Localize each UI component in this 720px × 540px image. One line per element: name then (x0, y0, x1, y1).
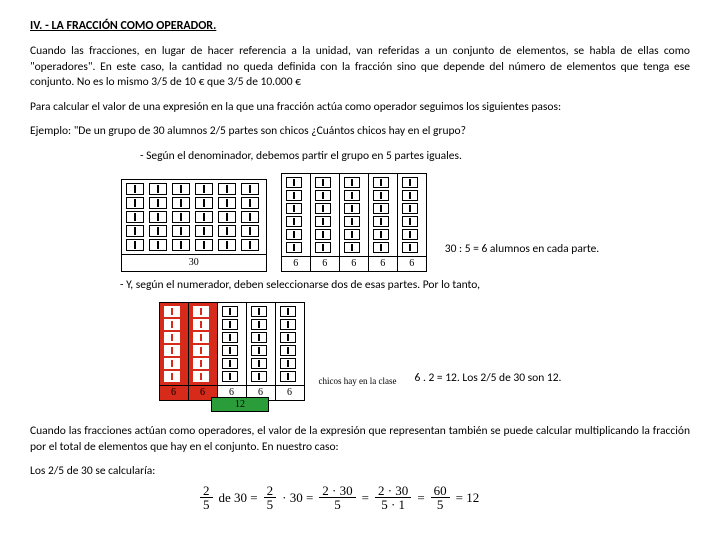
caption-12: 12 (211, 397, 269, 413)
diagram-split: 30 6 6 6 6 6 30 : 5 = 6 alumnos en cada … (30, 173, 690, 272)
note-product: 6 . 2 = 12. Los 2/5 de 30 son 12. (415, 371, 562, 401)
group-5-selected: 6 6 6 6 6 (159, 302, 305, 401)
step-2: - Y, según el numerador, deben seleccion… (120, 278, 690, 294)
caption-30: 30 (122, 254, 266, 271)
fraction-equation: 25 de 30 = 25 · 30 = 2 · 305 = 2 · 305 ·… (200, 484, 690, 511)
group-5-boxes: 6 6 6 6 6 (281, 173, 427, 272)
paragraph-formula: Cuando las fracciones actúan como operad… (30, 424, 690, 455)
paragraph-intro: Cuando las fracciones, en lugar de hacer… (30, 44, 690, 91)
paragraph-calc: Los 2/5 de 30 se calcularía: (30, 464, 155, 480)
note-division: 30 : 5 = 6 alumnos en cada parte. (445, 242, 599, 272)
section-title: IV. - LA FRACCIÓN COMO OPERADOR. (30, 18, 690, 34)
chicos-label: chicos hay en la clase (319, 375, 397, 401)
group-30-box: 30 (121, 179, 267, 272)
step-1: - Según el denominador, debemos partir e… (140, 149, 690, 165)
paragraph-example: Ejemplo: "De un grupo de 30 alumnos 2/5 … (30, 124, 690, 140)
diagram-selected: 6 6 6 6 6 chicos hay en la clase 6 . 2 =… (30, 302, 690, 401)
paragraph-steps: Para calcular el valor de una expresión … (30, 100, 690, 116)
